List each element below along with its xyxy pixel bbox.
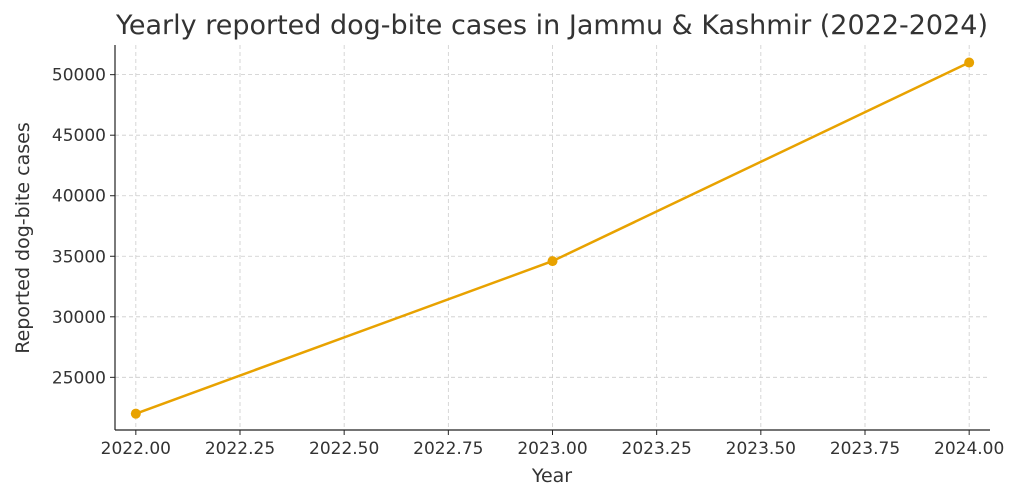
data-point (547, 256, 558, 267)
y-tick-label: 25000 (52, 368, 106, 388)
y-tick-label: 50000 (52, 66, 106, 86)
x-tick-label: 2022.00 (101, 439, 171, 459)
data-point (130, 408, 141, 419)
y-tick-label: 35000 (52, 247, 106, 267)
x-tick-label: 2022.25 (205, 439, 275, 459)
x-tick-label: 2023.25 (622, 439, 692, 459)
x-tick-label: 2023.00 (517, 439, 587, 459)
data-point (964, 57, 975, 68)
x-tick-label: 2023.50 (726, 439, 796, 459)
y-tick-label: 40000 (52, 187, 106, 207)
y-tick-label: 45000 (52, 126, 106, 146)
x-tick-label: 2022.75 (413, 439, 483, 459)
x-tick-label: 2023.75 (830, 439, 900, 459)
y-axis-label: Reported dog-bite cases (12, 122, 34, 353)
chart-title: Yearly reported dog-bite cases in Jammu … (115, 10, 988, 41)
x-tick-label: 2024.00 (934, 439, 1004, 459)
y-tick-label: 30000 (52, 308, 106, 328)
x-tick-label: 2022.50 (309, 439, 379, 459)
x-axis-label: Year (531, 465, 572, 487)
